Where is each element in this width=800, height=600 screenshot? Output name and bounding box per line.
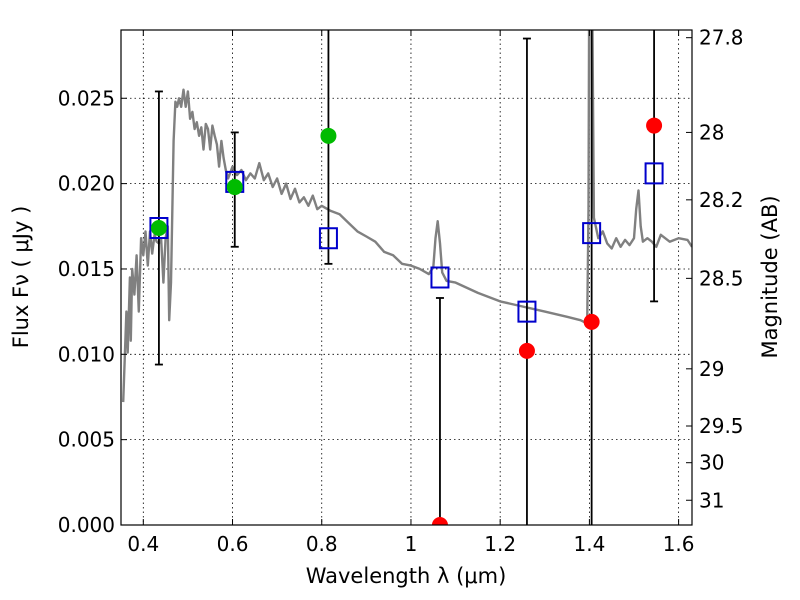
observed-green-point — [320, 127, 337, 144]
axis-ticks: 0.4 0.6 0.8 1 1.2 1.4 1.6 0.000 0.005 0.010 0.015 0… — [58, 26, 744, 556]
observed-green-point — [150, 220, 167, 236]
right-tick-label: 27.8 — [699, 26, 744, 50]
y-tick-label: 0.000 — [58, 513, 115, 537]
y-tick-label: 0.025 — [58, 86, 115, 110]
right-tick-label: 31 — [699, 488, 724, 512]
x-tick-label: 0.8 — [306, 532, 338, 556]
model-photometry-square — [149, 217, 169, 239]
x-tick-label: 1.6 — [663, 532, 695, 556]
y-tick-label: 0.010 — [58, 342, 115, 366]
model-photometry-square — [517, 300, 537, 323]
model-spectrum-line — [122, 30, 692, 403]
right-tick-label: 29 — [699, 357, 724, 381]
right-tick-label: 28.5 — [699, 266, 744, 290]
grid-lines — [121, 30, 692, 526]
model-photometry-square — [430, 266, 450, 289]
right-tick-label: 28.2 — [699, 188, 744, 212]
observed-green-point — [226, 179, 243, 196]
y-tick-label: 0.020 — [58, 172, 115, 196]
observed-red-point — [518, 342, 535, 359]
x-tick-label: 1 — [405, 532, 418, 556]
x-tick-label: 0.4 — [127, 532, 159, 556]
right-tick-label: 29.5 — [699, 414, 744, 438]
model-photometry-square — [582, 222, 602, 245]
right-axis-title: Magnitude (AB) — [758, 195, 782, 358]
observed-red-point — [431, 517, 448, 525]
observed-red-point — [646, 117, 663, 134]
x-tick-label: 1.2 — [484, 532, 516, 556]
right-tick-label: 28 — [699, 120, 724, 144]
observed-red-point — [583, 313, 600, 330]
x-tick-label: 1.4 — [573, 532, 605, 556]
model-photometry-square — [644, 162, 664, 185]
y-tick-label: 0.005 — [58, 428, 115, 452]
x-axis-title: Wavelength λ (μm) — [306, 564, 507, 588]
y-tick-label: 0.015 — [58, 257, 115, 281]
right-tick-label: 30 — [699, 451, 724, 475]
model-photometry-square — [318, 227, 338, 250]
plot-frame — [120, 29, 693, 526]
x-tick-label: 0.6 — [217, 532, 249, 556]
y-axis-title: Flux Fν ( μJy ) — [9, 206, 33, 349]
plot-area — [122, 30, 692, 525]
